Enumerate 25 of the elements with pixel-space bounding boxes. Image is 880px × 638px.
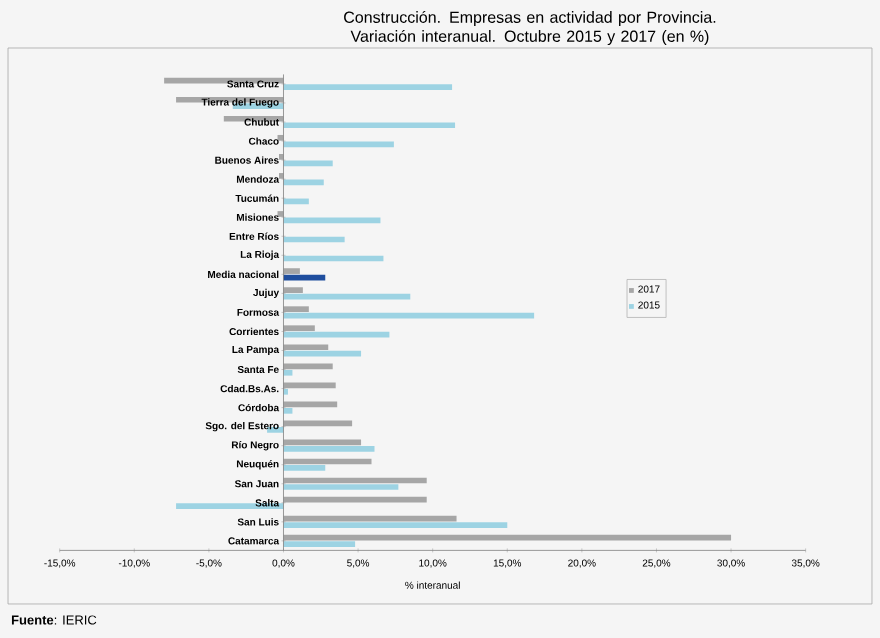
bar [283, 306, 309, 313]
bar [283, 84, 453, 91]
bar [283, 287, 303, 293]
bar [283, 382, 336, 389]
bar [283, 141, 394, 148]
bar [176, 503, 284, 509]
bar [283, 344, 329, 351]
bar [283, 331, 390, 338]
bar [283, 522, 508, 528]
bar [283, 160, 333, 167]
bar [283, 541, 356, 547]
bar [283, 325, 315, 332]
bar [283, 122, 456, 129]
bar [283, 369, 293, 376]
bar [283, 350, 362, 357]
bar [283, 484, 399, 490]
bar [283, 446, 375, 452]
bar [283, 268, 300, 274]
bar [223, 115, 284, 122]
bar [283, 407, 293, 414]
bar [267, 427, 284, 433]
bar [283, 363, 333, 370]
bar [164, 77, 284, 84]
chart-title: Construcción. Empresas en actividad por Provincia. Variación interanual. Octubre 2015 y 2017 (en %) [344, 10, 716, 46]
bar [283, 465, 326, 471]
